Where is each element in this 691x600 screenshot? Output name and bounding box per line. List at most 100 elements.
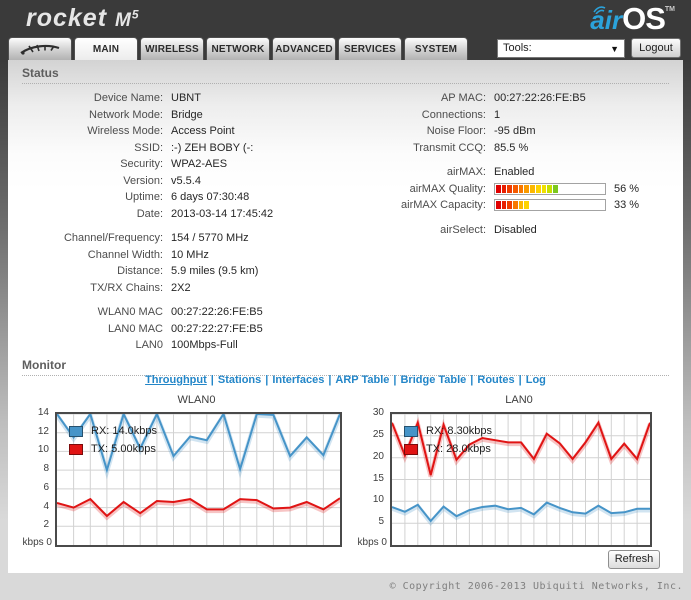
meter-segment xyxy=(496,201,501,210)
meter-segment xyxy=(513,184,518,193)
status-value: 00:27:22:26:FE:B5 xyxy=(171,306,263,319)
meter-segment xyxy=(513,201,518,210)
tab-advanced[interactable]: ADVANCED xyxy=(272,37,336,60)
meter-segment xyxy=(547,184,552,193)
chart-title-lan0: LAN0 xyxy=(505,394,533,406)
status-group: airMAX: Enabled airMAX Quality: 56 % airMAX … xyxy=(360,164,690,214)
status-label: airMAX Quality: xyxy=(409,182,486,195)
tx-legend-swatch xyxy=(404,443,418,455)
status-row: Channel/Frequency: 154 / 5770 MHz xyxy=(38,230,348,247)
status-value: Bridge xyxy=(171,108,203,121)
meter-segment xyxy=(552,184,558,193)
airos-trademark: TM xyxy=(664,6,675,13)
status-row: Wireless Mode: Access Point xyxy=(38,123,348,140)
meter-segment xyxy=(501,201,507,210)
status-value: :-) ZEH BOBY (-: xyxy=(171,141,254,154)
monitor-link-stations[interactable]: Stations xyxy=(217,374,262,386)
ubnt-antenna-icon xyxy=(20,44,60,55)
tab-network[interactable]: NETWORK xyxy=(206,37,270,60)
status-value: 5.9 miles (9.5 km) xyxy=(171,265,259,278)
refresh-button[interactable]: Refresh xyxy=(608,550,660,569)
status-group: WLAN0 MAC 00:27:22:26:FE:B5 LAN0 MAC 00:27:… xyxy=(38,304,348,354)
monitor-link-throughput[interactable]: Throughput xyxy=(145,374,207,386)
y-tick-label: 8 xyxy=(43,463,49,475)
tab-services[interactable]: SERVICES xyxy=(338,37,402,60)
tab-wireless[interactable]: WIRELESS xyxy=(140,37,204,60)
monitor-link-log[interactable]: Log xyxy=(525,374,546,386)
status-value: 00:27:22:26:FE:B5 xyxy=(494,92,586,105)
status-row: airMAX: Enabled xyxy=(360,164,690,181)
monitor-link-routes[interactable]: Routes xyxy=(477,374,515,386)
status-value: v5.5.4 xyxy=(171,174,201,187)
status-row: Date: 2013-03-14 17:45:42 xyxy=(38,206,348,223)
y-tick-label: 2 xyxy=(43,519,49,531)
chart-plot-area: RX: 8.30kbps TX: 28.0kbps xyxy=(390,412,652,547)
wlan0-chart: 14 12 10 8 6 4 2 kbps 0 RX: 14.0kbps TX: 5.00kbps xyxy=(20,407,342,562)
y-tick-label: 15 xyxy=(372,472,384,484)
status-row: SSID::-) ZEH BOBY (-: xyxy=(38,140,348,157)
status-row: Device Name: UBNT xyxy=(38,90,348,107)
meter-segment xyxy=(501,184,507,193)
status-value: Disabled xyxy=(494,223,537,236)
legend-label: TX: 28.0kbps xyxy=(426,443,491,455)
link-separator: | xyxy=(470,374,474,386)
status-value: 6 days 07:30:48 xyxy=(171,191,250,204)
y-axis-labels: 14 12 10 8 6 4 2 kbps 0 xyxy=(20,407,52,552)
legend-entry: TX: 5.00kbps xyxy=(69,440,157,458)
airos-air: air xyxy=(590,5,623,35)
status-label: Uptime: xyxy=(125,191,163,204)
status-group: Channel/Frequency: 154 / 5770 MHz Channel … xyxy=(38,230,348,296)
status-row: airSelect: Disabled xyxy=(360,222,690,239)
tab-system[interactable]: SYSTEM xyxy=(404,37,468,60)
status-group: AP MAC: 00:27:22:26:FE:B5 Connections: 1 Noi… xyxy=(360,90,690,156)
y-tick-label: 10 xyxy=(372,494,384,506)
footer: © Copyright 2006-2013 Ubiquiti Networks,… xyxy=(0,573,691,600)
status-label: Wireless Mode: xyxy=(87,125,163,138)
tx-line xyxy=(392,419,650,476)
monitor-link-interfaces[interactable]: Interfaces xyxy=(272,374,325,386)
y-tick-label: 12 xyxy=(37,425,49,437)
ubnt-logo-tab[interactable] xyxy=(8,37,72,60)
y-tick-label: 14 xyxy=(37,407,49,418)
logout-button[interactable]: Logout xyxy=(631,38,681,58)
meter-segment xyxy=(507,201,513,210)
status-row: LAN0 MAC 00:27:22:27:FE:B5 xyxy=(38,321,348,338)
tools-select[interactable]: Tools: ▼ xyxy=(497,39,625,58)
status-row: Channel Width: 10 MHz xyxy=(38,247,348,264)
air-signal-icon xyxy=(593,6,606,14)
tab-main[interactable]: MAIN xyxy=(74,37,138,60)
legend-label: RX: 14.0kbps xyxy=(91,425,158,437)
status-row: Connections: 1 xyxy=(360,107,690,124)
status-label: airSelect: xyxy=(440,223,486,236)
tx-line xyxy=(57,497,340,518)
chart-legend: RX: 14.0kbps TX: 5.00kbps xyxy=(69,422,157,458)
rx-line xyxy=(392,501,650,523)
status-row: Security: WPA2-AES xyxy=(38,156,348,173)
airmax-meter xyxy=(494,182,606,195)
status-label: airMAX Capacity: xyxy=(401,199,486,212)
y-tick-label: 5 xyxy=(378,516,384,528)
status-value: UBNT xyxy=(171,92,201,105)
status-label: Channel/Frequency: xyxy=(63,232,163,245)
monitor-links: Throughput | Stations | Interfaces | ARP Table… xyxy=(8,374,683,386)
status-row: AP MAC: 00:27:22:26:FE:B5 xyxy=(360,90,690,107)
meter-percent: 56 % xyxy=(614,182,640,195)
y-tick-label: 10 xyxy=(37,444,49,456)
status-label: Connections: xyxy=(421,108,486,121)
brand-name: rocket xyxy=(26,4,108,32)
status-label: Transmit CCQ: xyxy=(413,141,486,154)
brand-model: M xyxy=(115,10,132,31)
status-row: LAN0 100Mbps-Full xyxy=(38,337,348,354)
link-separator: | xyxy=(393,374,397,386)
y-tick-label: 30 xyxy=(372,407,384,418)
status-row: airMAX Capacity: 33 % xyxy=(360,197,690,214)
status-row: Noise Floor: -95 dBm xyxy=(360,123,690,140)
status-label: Channel Width: xyxy=(87,248,163,261)
lan0-chart: 30 25 20 15 10 5 kbps 0 RX: 8.30kbps TX: 28.0kbp… xyxy=(355,407,652,562)
meter-segment xyxy=(524,201,530,210)
status-group: airSelect: Disabled xyxy=(360,222,690,239)
monitor-link-bridge-table[interactable]: Bridge Table xyxy=(400,374,467,386)
monitor-link-arp-table[interactable]: ARP Table xyxy=(335,374,390,386)
airos-logo: airOSTM xyxy=(590,1,675,37)
status-value: 2013-03-14 17:45:42 xyxy=(171,207,274,220)
